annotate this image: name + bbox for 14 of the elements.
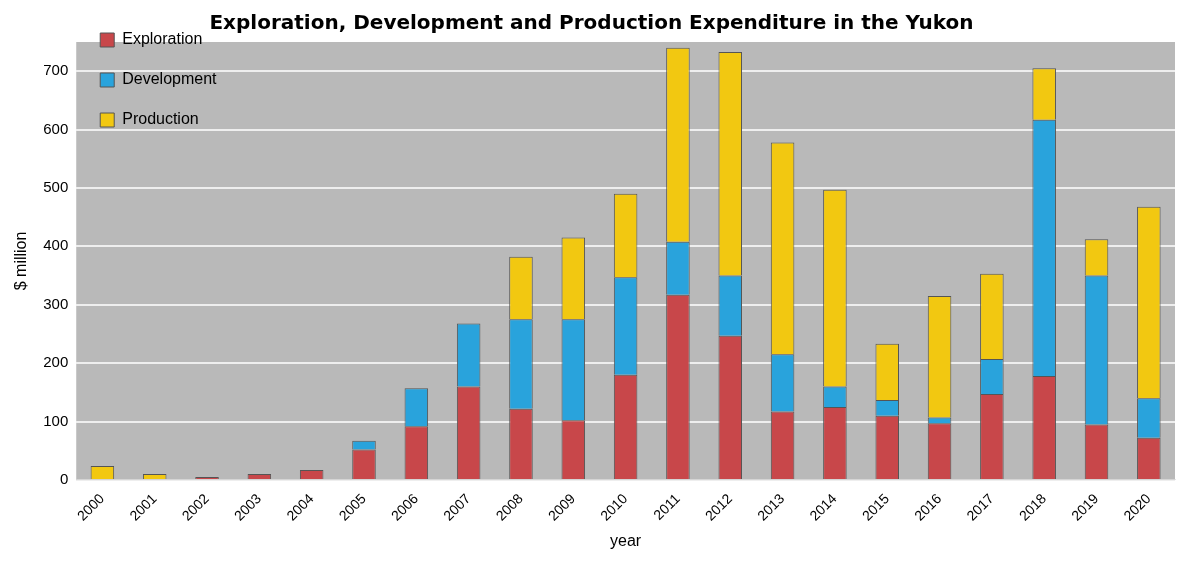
legend-label: Development <box>122 70 218 88</box>
legend-label: Production <box>122 110 199 128</box>
y-tick-label: 100 <box>43 411 69 429</box>
y-tick-label: 700 <box>43 61 69 79</box>
x-axis-title: year <box>610 531 642 549</box>
y-tick-label: 200 <box>43 353 69 371</box>
chart-title: Exploration, Development and Production Expenditure in the Yukon <box>209 10 974 35</box>
y-tick-label: 600 <box>43 119 69 137</box>
legend-label: Exploration <box>122 30 203 48</box>
y-tick-label: 500 <box>43 178 69 196</box>
y-axis-title: $ million <box>12 231 30 291</box>
y-tick-label: 400 <box>43 236 69 254</box>
y-tick-label: 0 <box>59 470 69 488</box>
y-tick-label: 300 <box>43 294 69 312</box>
